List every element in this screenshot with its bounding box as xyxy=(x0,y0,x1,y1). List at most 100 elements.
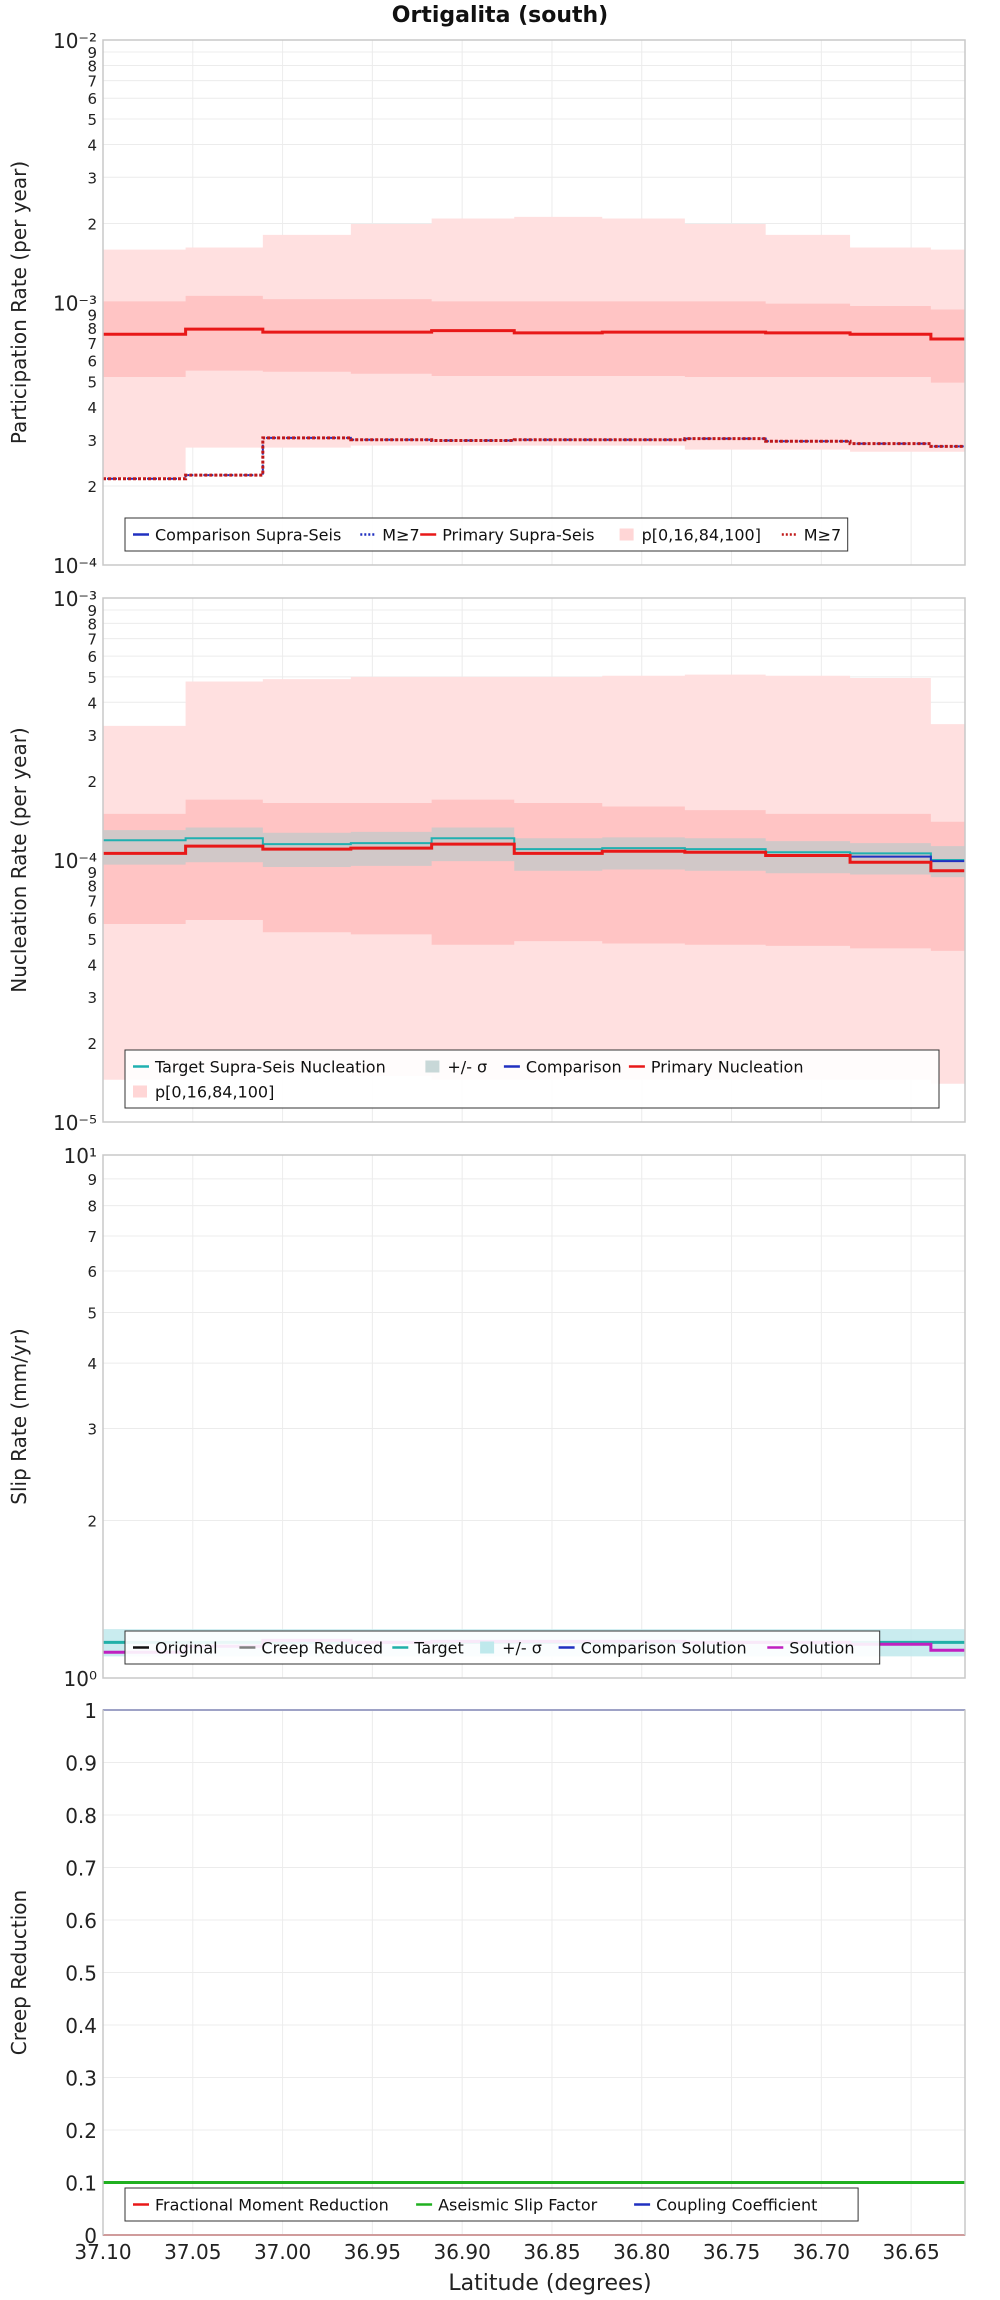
y-tick-label: 3 xyxy=(87,727,97,745)
y-tick-label: 9 xyxy=(87,602,97,620)
y-tick-label: 10⁻⁵ xyxy=(53,1111,97,1135)
y-tick-label: 0.9 xyxy=(65,1752,97,1776)
y-tick-label: 8 xyxy=(87,1198,97,1216)
legend-swatch xyxy=(133,1085,147,1098)
legend-label: Target xyxy=(413,1639,464,1658)
x-tick-label: 36.90 xyxy=(434,2240,491,2264)
y-tick-label: 0.5 xyxy=(65,1962,97,1986)
y-tick-label: 0.8 xyxy=(65,1804,97,1828)
y-tick-label: 9 xyxy=(87,44,97,62)
y-tick-label: 4 xyxy=(87,956,97,974)
y-tick-label: 0.1 xyxy=(65,2172,97,2196)
y-tick-label: 7 xyxy=(87,73,97,91)
plot-frame xyxy=(102,597,966,1123)
x-tick-label: 36.70 xyxy=(793,2240,850,2264)
y-axis-label: Creep Reduction xyxy=(7,1890,31,2055)
legend-label: Comparison Supra-Seis xyxy=(155,526,341,545)
y-tick-label: 3 xyxy=(87,432,97,450)
series-primary-nucleation xyxy=(103,842,965,873)
y-tick-label: 9 xyxy=(87,307,97,325)
y-tick-label: 1 xyxy=(84,1699,97,1723)
x-tick-label: 37.10 xyxy=(74,2240,131,2264)
legend-swatch xyxy=(425,1060,440,1073)
x-tick-label: 36.75 xyxy=(703,2240,760,2264)
y-tick-label: 3 xyxy=(87,1420,97,1438)
legend-label: Creep Reduced xyxy=(261,1639,383,1658)
legend-label: p[0,16,84,100] xyxy=(642,526,761,545)
legend: Target Supra-Seis Nucleation +/- σ Compari… xyxy=(124,1049,940,1109)
y-tick-label: 9 xyxy=(87,864,97,882)
y-axis-label: Participation Rate (per year) xyxy=(7,161,31,444)
legend-label: Primary Nucleation xyxy=(651,1058,804,1077)
legend-swatch xyxy=(480,1641,495,1654)
legend-label: p[0,16,84,100] xyxy=(155,1083,274,1102)
y-tick-label: 4 xyxy=(87,694,97,712)
plot-frame xyxy=(102,1709,966,2236)
y-tick-label: 7 xyxy=(87,893,97,911)
legend-label: Solution xyxy=(789,1639,854,1658)
x-tick-label: 37.00 xyxy=(254,2240,311,2264)
y-tick-label: 4 xyxy=(87,399,97,417)
legend-box xyxy=(124,2187,859,2222)
y-tick-label: 5 xyxy=(87,111,97,129)
y-axis-label: Nucleation Rate (per year) xyxy=(7,727,31,992)
legend: Fractional Moment Reduction Aseismic Slip… xyxy=(124,2187,859,2222)
legend-label: Target Supra-Seis Nucleation xyxy=(154,1058,386,1077)
y-tick-label: 2 xyxy=(87,1513,97,1531)
legend-label: Primary Supra-Seis xyxy=(442,526,594,545)
y-tick-label: 2 xyxy=(87,773,97,791)
x-tick-label: 36.65 xyxy=(882,2240,939,2264)
x-tick-label: 36.95 xyxy=(344,2240,401,2264)
y-tick-label: 6 xyxy=(87,90,97,108)
y-tick-label: 0.6 xyxy=(65,1909,97,1933)
legend-label: Coupling Coefficient xyxy=(656,2196,817,2215)
y-tick-label: 3 xyxy=(87,989,97,1007)
y-tick-label: 5 xyxy=(87,1304,97,1322)
panel-1: 10⁻⁴2345678910⁻³2345678910⁻²Participatio… xyxy=(7,29,966,578)
legend-label: M≥7 xyxy=(804,526,841,545)
series-primary-supra-seis xyxy=(103,327,965,341)
legend-swatch xyxy=(619,528,634,541)
series-target-supra-seis-nucleation xyxy=(103,837,965,861)
legend-label: M≥7 xyxy=(382,526,419,545)
y-tick-label: 7 xyxy=(87,631,97,649)
x-tick-label: 36.85 xyxy=(523,2240,580,2264)
y-tick-label: 0.4 xyxy=(65,2014,97,2038)
legend: Original Creep Reduced Target +/- σ Comparis… xyxy=(124,1630,881,1665)
y-tick-label: 6 xyxy=(87,910,97,928)
series-m-7 xyxy=(103,436,965,481)
y-tick-label: 8 xyxy=(87,320,97,338)
y-tick-label: 3 xyxy=(87,169,97,187)
x-tick-label: 36.80 xyxy=(613,2240,670,2264)
y-tick-label: 0 xyxy=(84,2224,97,2248)
panel-3: 10⁰ 2 3 4 5 6 7 8 9 10¹ Slip Rate (mm/yr) Original C… xyxy=(7,1144,966,1691)
y-tick-label: 10⁻³ xyxy=(53,587,97,611)
legend-label: Comparison xyxy=(526,1058,622,1077)
legend-label: Aseismic Slip Factor xyxy=(438,2196,598,2215)
y-tick-label: 7 xyxy=(87,335,97,353)
y-tick-label: 8 xyxy=(87,877,97,895)
y-tick-label: 10¹ xyxy=(64,1144,97,1168)
legend-label: Comparison Solution xyxy=(581,1639,747,1658)
y-tick-label: 0.3 xyxy=(65,2067,97,2091)
y-tick-label: 0.2 xyxy=(65,2119,97,2143)
y-tick-label: 7 xyxy=(87,1228,97,1246)
y-tick-label: 8 xyxy=(87,615,97,633)
legend-label: +/- σ xyxy=(502,1639,542,1658)
y-tick-label: 10⁻³ xyxy=(53,292,97,316)
y-axis-label: Slip Rate (mm/yr) xyxy=(7,1328,31,1504)
y-tick-label: 6 xyxy=(87,648,97,666)
legend: Comparison Supra-Seis M≥7 Primary Supra-Se… xyxy=(124,517,849,552)
y-tick-label: 2 xyxy=(87,478,97,496)
figure-title: Ortigalita (south) xyxy=(392,3,608,28)
plot-frame xyxy=(102,39,966,566)
legend-label: Original xyxy=(155,1639,218,1658)
y-tick-label: 2 xyxy=(87,215,97,233)
y-tick-label: 6 xyxy=(87,353,97,371)
y-tick-label: 4 xyxy=(87,1355,97,1373)
band-p-0-16-84-100-inner xyxy=(103,295,965,383)
y-tick-label: 5 xyxy=(87,374,97,392)
y-tick-label: 10⁻⁴ xyxy=(53,849,97,873)
